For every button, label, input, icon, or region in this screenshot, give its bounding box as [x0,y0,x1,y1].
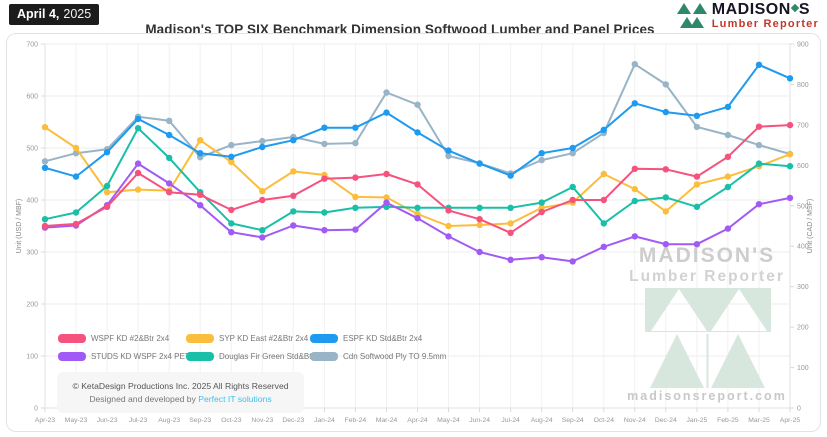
designed-by-text: Designed and developed by Perfect IT sol… [89,393,272,404]
perfect-it-solutions-link[interactable]: Perfect IT solutions [198,393,272,404]
legend-swatch-icon [186,352,214,361]
brand-subtitle: Lumber Reporter [711,18,819,30]
legend-label: Douglas Fir Green Std&Btr 2x4 [219,352,330,361]
chart-legend: WSPF KD #2&Btr 2x4 SYP KD East #2&Btr 2x4… [58,334,500,361]
legend-item[interactable]: Douglas Fir Green Std&Btr 2x4 [186,352,329,361]
brand-name: MADISON S [711,1,810,18]
legend-label: WSPF KD #2&Btr 2x4 [91,334,170,343]
legend-swatch-icon [310,352,338,361]
legend-item[interactable]: ESPF KD Std&Btr 2x4 [310,334,500,343]
madison-triangles-icon [676,2,708,34]
diamond-apostrophe-icon [790,3,800,12]
legend-item[interactable]: WSPF KD #2&Btr 2x4 [58,334,186,343]
copyright-text: © KetaDesign Productions Inc. 2025 All R… [72,380,289,391]
legend-swatch-icon [58,334,86,343]
legend-item[interactable]: SYP KD East #2&Btr 2x4 [186,334,310,343]
legend-item[interactable]: STUDS KD WSPF 2x4 PET [58,352,190,361]
legend-item[interactable]: Cdn Softwood Ply TO 9.5mm [310,352,500,361]
copyright-box: © KetaDesign Productions Inc. 2025 All R… [57,372,304,413]
legend-swatch-icon [58,352,86,361]
legend-label: STUDS KD WSPF 2x4 PET [91,352,190,361]
legend-label: ESPF KD Std&Btr 2x4 [343,334,423,343]
date-badge: April 4, 2025 [9,4,100,25]
date-badge-day: April 4, [17,7,60,21]
legend-label: SYP KD East #2&Btr 2x4 [219,334,309,343]
date-badge-year: 2025 [63,7,92,21]
brand-logo: MADISON S Lumber Reporter [676,2,819,34]
legend-swatch-icon [310,334,338,343]
legend-swatch-icon [186,334,214,343]
legend-label: Cdn Softwood Ply TO 9.5mm [343,352,447,361]
